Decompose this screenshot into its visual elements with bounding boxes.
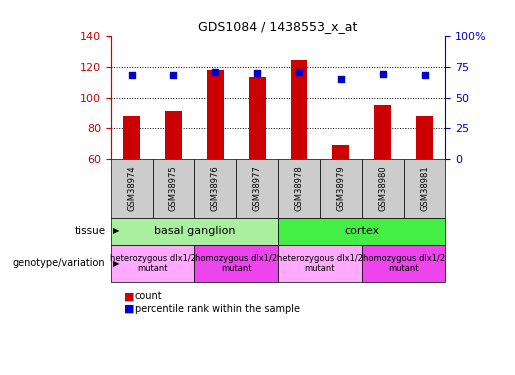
- Bar: [249, 77, 266, 159]
- Text: genotype/variation: genotype/variation: [13, 258, 106, 268]
- Text: heterozygous dlx1/2
mutant: heterozygous dlx1/2 mutant: [277, 254, 363, 273]
- Text: tissue: tissue: [75, 226, 106, 236]
- Point: [253, 70, 261, 76]
- Bar: [374, 105, 391, 159]
- Text: GSM38976: GSM38976: [211, 166, 220, 211]
- Point: [128, 72, 136, 78]
- Text: GSM38978: GSM38978: [295, 166, 303, 211]
- Bar: [333, 146, 349, 159]
- Text: ■: ■: [124, 291, 134, 301]
- Text: count: count: [135, 291, 163, 301]
- Point: [211, 69, 219, 75]
- Text: cortex: cortex: [344, 226, 380, 236]
- Bar: [290, 60, 307, 159]
- Bar: [123, 116, 140, 159]
- Text: ▶: ▶: [113, 259, 120, 268]
- Text: GSM38977: GSM38977: [253, 166, 262, 211]
- Text: GSM38979: GSM38979: [336, 166, 346, 211]
- Text: percentile rank within the sample: percentile rank within the sample: [135, 304, 300, 314]
- Text: GSM38974: GSM38974: [127, 166, 136, 211]
- Text: GSM38981: GSM38981: [420, 166, 429, 211]
- Bar: [416, 116, 433, 159]
- Title: GDS1084 / 1438553_x_at: GDS1084 / 1438553_x_at: [198, 20, 358, 33]
- Point: [295, 69, 303, 75]
- Text: ■: ■: [124, 304, 134, 314]
- Point: [420, 72, 428, 78]
- Text: homozygous dlx1/2
mutant: homozygous dlx1/2 mutant: [363, 254, 444, 273]
- Bar: [207, 70, 224, 159]
- Point: [379, 71, 387, 77]
- Point: [337, 76, 345, 82]
- Text: GSM38980: GSM38980: [378, 166, 387, 211]
- Text: homozygous dlx1/2
mutant: homozygous dlx1/2 mutant: [195, 254, 277, 273]
- Point: [169, 72, 178, 78]
- Bar: [165, 111, 182, 159]
- Text: ▶: ▶: [113, 226, 120, 236]
- Text: GSM38975: GSM38975: [169, 166, 178, 211]
- Text: heterozygous dlx1/2
mutant: heterozygous dlx1/2 mutant: [110, 254, 196, 273]
- Text: basal ganglion: basal ganglion: [153, 226, 235, 236]
